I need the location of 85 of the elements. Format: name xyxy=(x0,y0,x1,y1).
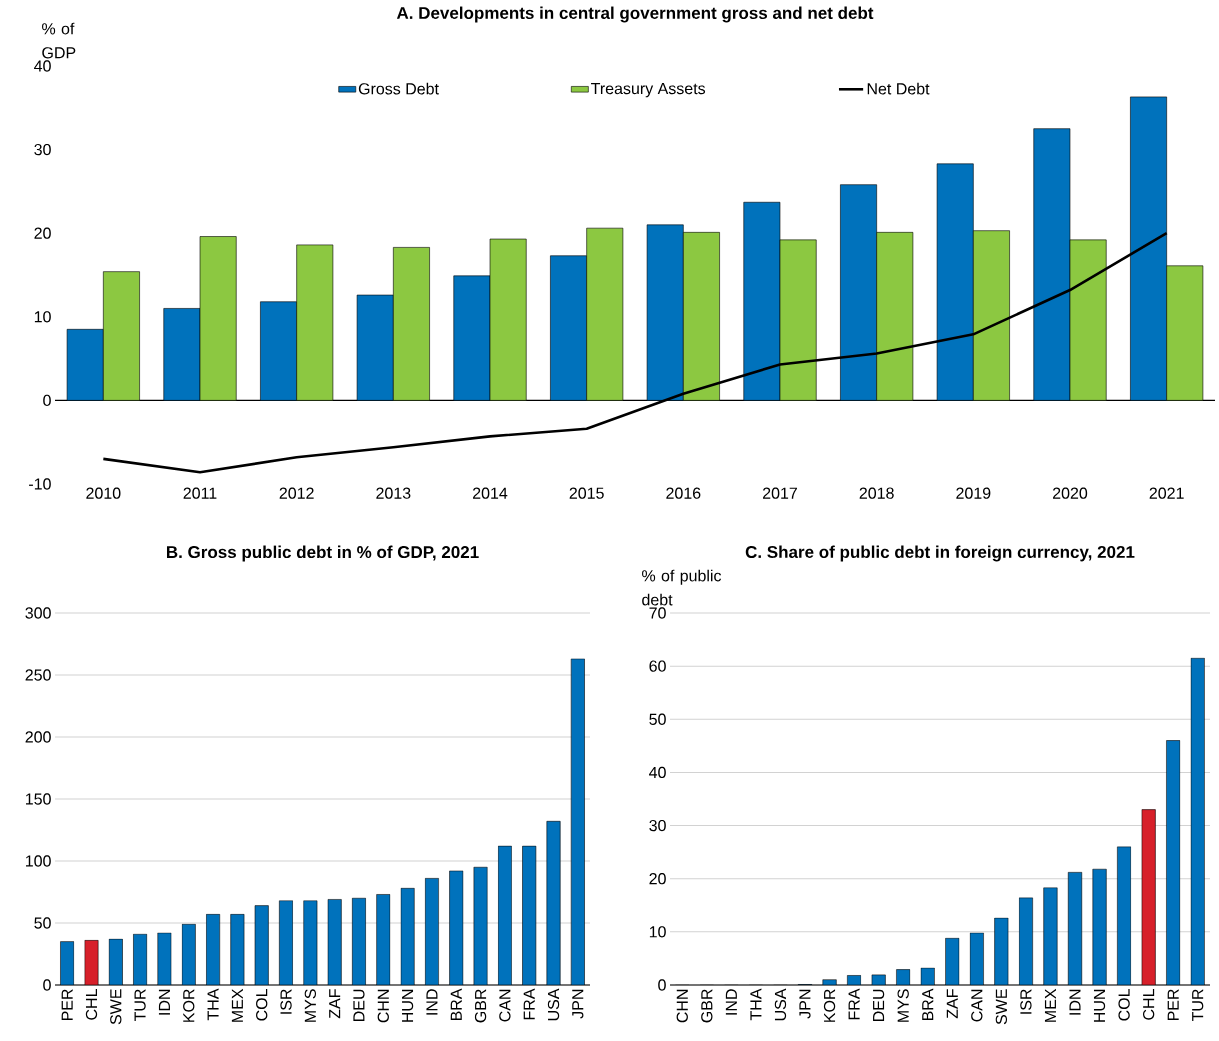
x-tick-label: 2017 xyxy=(763,487,797,499)
x-tick-label: 2020 xyxy=(1053,487,1088,499)
y-tick-label: 100 xyxy=(26,855,51,867)
y-tick-label: 10 xyxy=(34,311,51,323)
y-tick-label: 40 xyxy=(34,60,51,72)
x-tick-label: CHL xyxy=(85,989,98,1020)
y-tick-label: 50 xyxy=(34,917,51,929)
x-tick-label: 2010 xyxy=(86,487,121,499)
legend-label: Net Debt xyxy=(867,82,930,95)
x-tick-label: BRA xyxy=(450,988,462,1021)
x-tick-label: 2013 xyxy=(376,487,411,499)
x-tick-label: SWE xyxy=(995,989,1008,1025)
y-tick-label: 30 xyxy=(34,143,51,156)
x-tick-label: KOR xyxy=(183,989,195,1022)
x-tick-label: MEX xyxy=(1044,988,1056,1022)
x-tick-label: 2014 xyxy=(473,487,508,499)
x-tick-label: DEU xyxy=(873,989,885,1021)
legend-label: Gross Debt xyxy=(358,82,439,95)
x-tick-label: KOR xyxy=(823,989,836,1022)
y-tick-label: 0 xyxy=(43,979,51,991)
x-tick-label: IND xyxy=(725,989,737,1015)
x-tick-label: THA xyxy=(207,988,219,1021)
x-tick-label: CHN xyxy=(676,989,688,1023)
x-tick-label: 2016 xyxy=(666,487,701,499)
x-tick-label: MYS xyxy=(304,989,317,1022)
y-tick-label: 150 xyxy=(26,793,51,805)
x-tick-label: 2011 xyxy=(183,487,217,499)
x-tick-label: MYS xyxy=(897,989,909,1022)
x-tick-label: ZAF xyxy=(329,989,341,1019)
chart-title: C. Share of public debt in foreign currency, 2021 xyxy=(745,545,1135,562)
x-tick-label: FRA xyxy=(523,988,535,1020)
x-tick-label: CAN xyxy=(499,989,511,1022)
chart-title: A. Developments in central government gross and net debt xyxy=(396,6,874,23)
x-tick-label: DEU xyxy=(353,989,365,1021)
x-tick-label: SWE xyxy=(110,989,122,1025)
x-tick-label: COL xyxy=(1118,989,1130,1021)
x-tick-label: BRA xyxy=(922,988,934,1021)
y-tick-label: 0 xyxy=(43,394,51,407)
x-tick-label: IDN xyxy=(158,989,170,1015)
y-axis-title: % of GDP xyxy=(42,22,76,59)
x-tick-label: TUR xyxy=(1192,989,1204,1022)
y-tick-label: 300 xyxy=(25,607,51,619)
x-tick-label: IDN xyxy=(1069,989,1081,1015)
x-tick-label: CAN xyxy=(971,989,983,1022)
y-tick-label: -10 xyxy=(29,478,51,490)
x-tick-label: IND xyxy=(426,989,438,1015)
x-tick-label: HUN xyxy=(1093,989,1106,1022)
x-tick-label: HUN xyxy=(402,989,414,1022)
x-tick-label: USA xyxy=(774,988,787,1021)
x-tick-label: FRA xyxy=(848,988,860,1020)
x-tick-label: 2015 xyxy=(569,487,604,499)
x-tick-label: 2021 xyxy=(1149,487,1184,499)
x-tick-label: COL xyxy=(256,989,268,1021)
y-axis-title: % of public debt xyxy=(642,569,722,606)
x-tick-label: 2018 xyxy=(859,487,894,499)
y-tick-label: 10 xyxy=(649,926,666,938)
x-tick-label: JPN xyxy=(799,989,811,1019)
x-tick-label: USA xyxy=(547,988,560,1021)
x-tick-label: ISR xyxy=(1020,989,1032,1014)
x-tick-label: CHN xyxy=(377,989,389,1023)
x-tick-label: CHL xyxy=(1142,989,1155,1020)
x-tick-label: 2012 xyxy=(279,487,314,499)
x-tick-label: PER xyxy=(1167,989,1179,1021)
chart-title: B. Gross public debt in % of GDP, 2021 xyxy=(166,545,479,562)
x-tick-label: GBR xyxy=(701,989,713,1023)
x-tick-label: MEX xyxy=(231,988,243,1022)
x-tick-label: GBR xyxy=(474,989,487,1023)
x-tick-label: TUR xyxy=(134,989,146,1022)
y-tick-label: 200 xyxy=(25,731,51,743)
y-tick-label: 250 xyxy=(25,669,51,681)
legend-label: Treasury Assets xyxy=(591,83,706,98)
y-tick-label: 40 xyxy=(649,766,666,779)
y-tick-label: 60 xyxy=(649,660,666,672)
x-tick-label: 2019 xyxy=(956,487,991,499)
y-tick-label: 50 xyxy=(649,713,666,725)
y-tick-label: 70 xyxy=(649,607,666,619)
y-tick-label: 0 xyxy=(658,979,666,991)
x-tick-label: JPN xyxy=(572,989,584,1019)
x-tick-label: ISR xyxy=(280,989,292,1014)
x-tick-label: PER xyxy=(61,989,73,1021)
y-tick-label: 20 xyxy=(34,227,51,239)
x-tick-label: ZAF xyxy=(946,989,958,1019)
x-tick-label: THA xyxy=(750,988,762,1021)
y-tick-label: 20 xyxy=(649,873,666,885)
y-tick-label: 30 xyxy=(649,819,666,832)
